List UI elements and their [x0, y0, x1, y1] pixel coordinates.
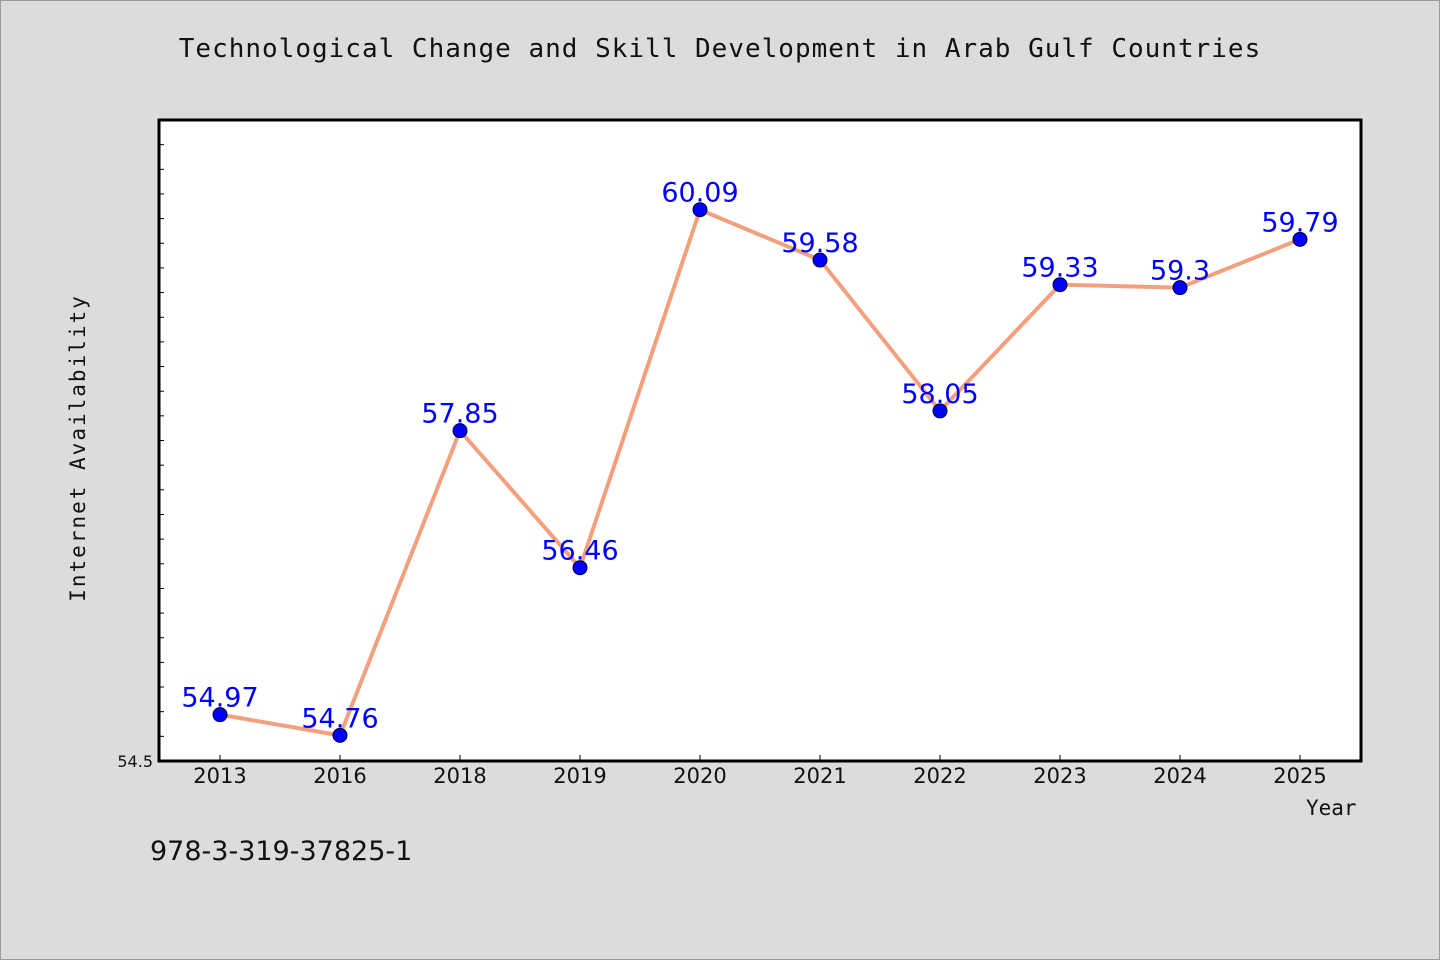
- data-point: [452, 423, 468, 439]
- data-label: 57.85: [421, 399, 498, 430]
- data-point: [812, 252, 828, 268]
- x-tick-label: 2023: [1033, 764, 1086, 788]
- x-tick-label: 2019: [553, 764, 606, 788]
- series-line: [219, 207, 1301, 738]
- plot-background: [157, 118, 1363, 763]
- data-label: 60.09: [661, 178, 738, 209]
- data-label: 58.05: [901, 379, 978, 410]
- data-label: 59.33: [1021, 253, 1098, 284]
- x-tick-label: 2022: [913, 764, 966, 788]
- data-point: [692, 202, 708, 218]
- x-tick-label: 2024: [1153, 764, 1206, 788]
- y-axis-label: Internet Availability: [66, 294, 90, 602]
- chart-title: Technological Change and Skill Developme…: [178, 34, 1262, 64]
- data-label: 54.76: [301, 703, 378, 734]
- x-tick-label: 2025: [1273, 764, 1326, 788]
- data-point: [332, 727, 348, 743]
- x-tick-label: 2016: [313, 764, 366, 788]
- x-axis-label: Year: [1306, 796, 1357, 820]
- series-group: 54.97 54.76 57.85 56.46 60.09 59.58 58.05 59.33…: [181, 178, 1339, 743]
- x-tick-label: 2018: [433, 764, 486, 788]
- data-point: [572, 560, 588, 576]
- data-point: [212, 707, 228, 723]
- data-label: 59.3: [1150, 256, 1210, 287]
- x-ticks: [219, 755, 1301, 761]
- data-label: 59.79: [1261, 207, 1338, 238]
- data-point: [1052, 277, 1068, 293]
- x-tick-label: 2013: [193, 764, 246, 788]
- data-label: 54.97: [181, 683, 258, 714]
- data-point: [1292, 231, 1308, 247]
- y-tick-label: 54.5: [117, 752, 153, 771]
- data-label: 56.46: [541, 536, 618, 567]
- data-label: 59.58: [781, 228, 858, 259]
- x-tick-label: 2020: [673, 764, 726, 788]
- x-tick-label: 2021: [793, 764, 846, 788]
- isbn-text: 978-3-319-37825-1: [150, 836, 413, 867]
- data-point: [932, 403, 948, 419]
- tick-labels: 2013 2016 2018 2019 2020 2021 2022 2023 2024 2025…: [117, 752, 1326, 788]
- data-point: [1172, 280, 1188, 296]
- y-minor-ticks: [159, 144, 164, 737]
